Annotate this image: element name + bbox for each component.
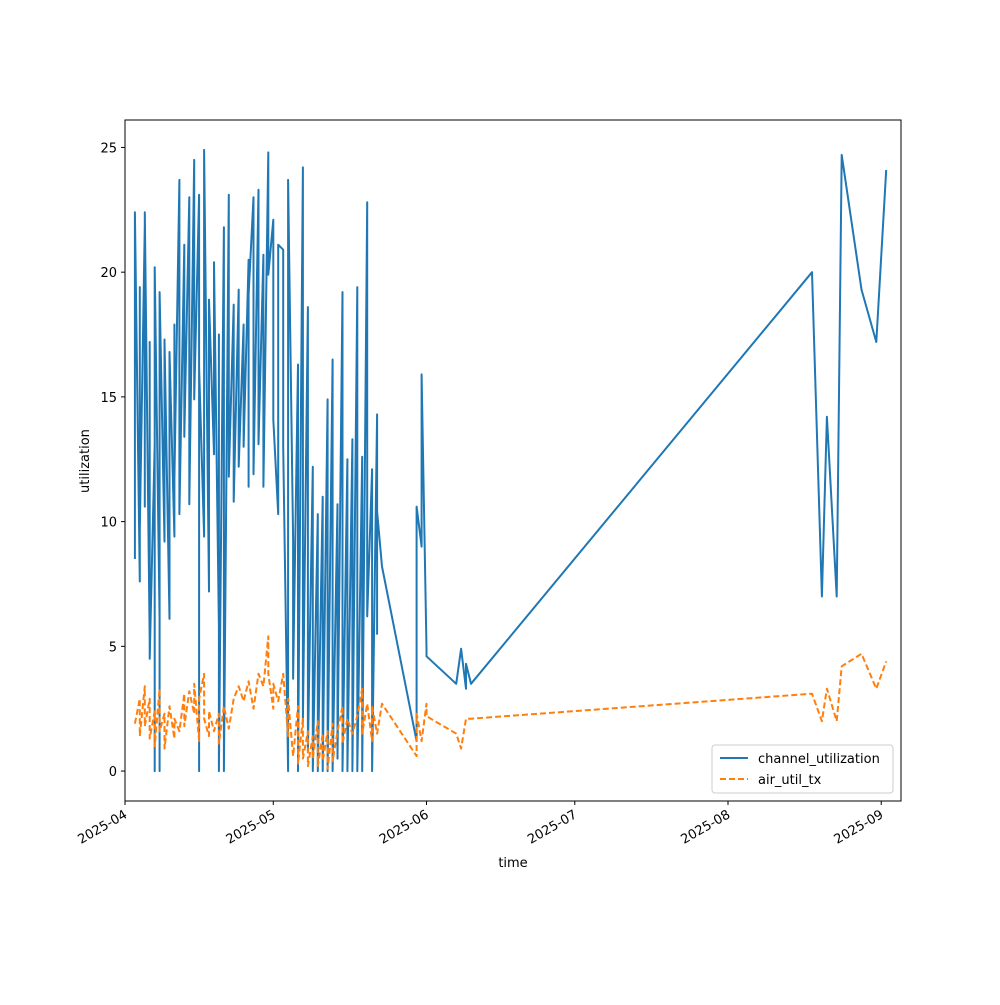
y-tick-label: 20 (100, 266, 117, 281)
axes-frame (124, 119, 902, 802)
legend-label-air-util-tx: air_util_tx (758, 773, 822, 788)
legend-box (711, 744, 894, 794)
legend: channel_utilization air_util_tx (711, 744, 894, 794)
y-axis-ticks: 0 5 10 15 20 25 (100, 141, 125, 780)
y-axis-label: utilization (78, 429, 93, 493)
series-line-air-util-tx (133, 635, 888, 770)
series-layer (133, 148, 888, 773)
y-tick-label: 25 (100, 141, 117, 156)
legend-label-channel-utilization: channel_utilization (758, 752, 880, 767)
series-line-channel-utilization (133, 148, 888, 773)
y-tick-label: 0 (109, 765, 117, 780)
y-tick-label: 15 (100, 391, 117, 406)
plot-area (124, 119, 902, 802)
y-tick-label: 5 (109, 640, 117, 655)
y-tick-label: 10 (100, 516, 117, 531)
x-axis-label: time (498, 856, 527, 871)
